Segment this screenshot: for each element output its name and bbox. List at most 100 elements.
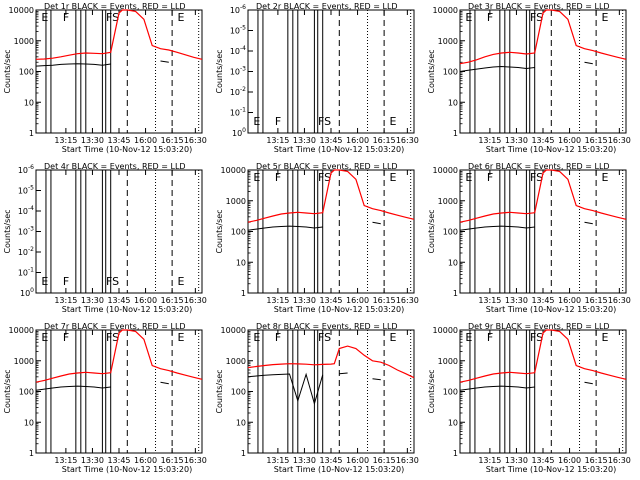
y-axis-label: Counts/sec <box>427 49 436 93</box>
flag-label: FS <box>530 11 543 24</box>
y-tick-exponent: -5 <box>240 25 246 32</box>
flag-label: E <box>389 331 396 344</box>
y-axis-label: Counts/sec <box>427 209 436 253</box>
x-tick-label: 16:00 <box>346 296 369 305</box>
lld-curve <box>459 169 627 223</box>
y-tick-label: 10000 <box>433 326 458 335</box>
x-tick-label: 16:15 <box>373 296 396 305</box>
y-tick-label: 10-6 <box>230 4 246 15</box>
x-tick-label: 13:30 <box>293 136 316 145</box>
y-tick-label: 10000 <box>433 6 458 15</box>
x-axis-label: Start Time (10-Nov-12 15:03:20) <box>274 305 404 314</box>
panel-det-3: Det 3r BLACK = Events, RED = LLD 1 10 100 10… <box>427 2 631 154</box>
x-tick-label: 16:30 <box>396 136 419 145</box>
panel-det-5: Det 5r BLACK = Events, RED = LLD 1 10 100 10… <box>215 162 419 314</box>
x-tick-label: 16:00 <box>134 136 157 145</box>
y-tick-label: 10-2 <box>230 86 246 97</box>
y-tick-exponent: -3 <box>240 66 246 73</box>
y-tick-label: 10-1 <box>230 107 246 118</box>
flag-label: E <box>465 171 472 184</box>
x-axis-label: Start Time (10-Nov-12 15:03:20) <box>486 465 616 474</box>
x-tick-label: 13:30 <box>505 136 528 145</box>
events-curve <box>459 381 593 391</box>
y-tick-exponent: -5 <box>28 185 34 192</box>
flag-label: FS <box>318 331 331 344</box>
y-tick-exponent: -3 <box>28 226 34 233</box>
flag-label: F <box>63 275 69 288</box>
y-tick-label: 10-4 <box>18 205 34 216</box>
flag-label: E <box>601 11 608 24</box>
y-tick-exponent: -1 <box>240 107 246 114</box>
y-axis-label: Counts/sec <box>215 49 224 93</box>
x-tick-label: 16:15 <box>373 456 396 465</box>
flag-label: E <box>177 11 184 24</box>
panel-title: Det 1r BLACK = Events, RED = LLD <box>44 2 186 11</box>
flag-label: FS <box>106 11 119 24</box>
x-tick-label: 16:30 <box>184 296 207 305</box>
flag-label: E <box>601 331 608 344</box>
lld-curve <box>247 169 415 223</box>
y-tick-label: 100 <box>20 287 34 298</box>
flag-label: E <box>465 331 472 344</box>
x-tick-label: 13:30 <box>505 296 528 305</box>
y-tick-label: 10-5 <box>230 25 246 36</box>
y-axis-label: Counts/sec <box>3 209 12 253</box>
y-tick-label: 10 <box>236 418 246 427</box>
y-tick-label: 10000 <box>433 166 458 175</box>
y-tick-label: 10 <box>448 98 458 107</box>
y-tick-label: 10-3 <box>230 66 246 77</box>
x-tick-label: 16:15 <box>373 136 396 145</box>
x-tick-label: 16:30 <box>608 456 631 465</box>
y-tick-label: 1 <box>241 289 246 298</box>
events-curve <box>35 381 169 391</box>
x-tick-label: 13:15 <box>54 296 77 305</box>
y-tick-label: 10-4 <box>230 45 246 56</box>
lld-curve <box>35 329 203 383</box>
y-tick-label: 10-6 <box>18 164 34 175</box>
y-tick-exponent: -6 <box>28 164 34 171</box>
panel-title: Det 5r BLACK = Events, RED = LLD <box>256 162 398 171</box>
y-axis-label: Counts/sec <box>3 49 12 93</box>
x-axis-label: Start Time (10-Nov-12 15:03:20) <box>274 465 404 474</box>
y-tick-exponent: -6 <box>240 4 246 11</box>
flag-label: E <box>253 115 260 128</box>
y-axis-label: Counts/sec <box>215 209 224 253</box>
y-tick-label: 100 <box>231 388 246 397</box>
y-tick-label: 10-1 <box>18 267 34 278</box>
x-tick-label: 13:15 <box>266 456 289 465</box>
x-tick-label: 16:15 <box>585 456 608 465</box>
panel-title: Det 4r BLACK = Events, RED = LLD <box>44 162 186 171</box>
y-tick-label: 100 <box>443 388 458 397</box>
x-tick-label: 16:30 <box>396 296 419 305</box>
x-tick-label: 16:15 <box>161 296 184 305</box>
y-tick-label: 1 <box>241 449 246 458</box>
y-tick-exponent: 0 <box>30 287 34 294</box>
x-tick-label: 16:00 <box>558 136 581 145</box>
x-axis-label: Start Time (10-Nov-12 15:03:20) <box>62 305 192 314</box>
x-tick-label: 13:15 <box>478 136 501 145</box>
y-tick-label: 100 <box>19 68 34 77</box>
y-tick-label: 1 <box>453 449 458 458</box>
x-tick-label: 13:30 <box>293 456 316 465</box>
flag-label: FS <box>106 275 119 288</box>
flag-label: F <box>63 331 69 344</box>
x-tick-label: 16:00 <box>134 456 157 465</box>
panel-title: Det 2r BLACK = Events, RED = LLD <box>256 2 398 11</box>
y-tick-label: 10-3 <box>18 226 34 237</box>
y-tick-label: 1000 <box>14 37 34 46</box>
flag-label: FS <box>530 331 543 344</box>
flag-label: F <box>275 331 281 344</box>
x-tick-label: 16:30 <box>184 136 207 145</box>
x-tick-label: 13:15 <box>54 456 77 465</box>
y-tick-label: 100 <box>231 228 246 237</box>
y-tick-label: 100 <box>232 127 246 138</box>
flag-label: F <box>275 171 281 184</box>
flag-label: F <box>275 115 281 128</box>
y-tick-label: 1 <box>453 129 458 138</box>
x-tick-label: 16:15 <box>585 136 608 145</box>
y-tick-exponent: -1 <box>28 267 34 274</box>
x-tick-label: 16:15 <box>161 456 184 465</box>
y-tick-label: 1000 <box>438 37 458 46</box>
x-tick-label: 13:15 <box>478 296 501 305</box>
y-tick-exponent: -4 <box>28 205 34 212</box>
